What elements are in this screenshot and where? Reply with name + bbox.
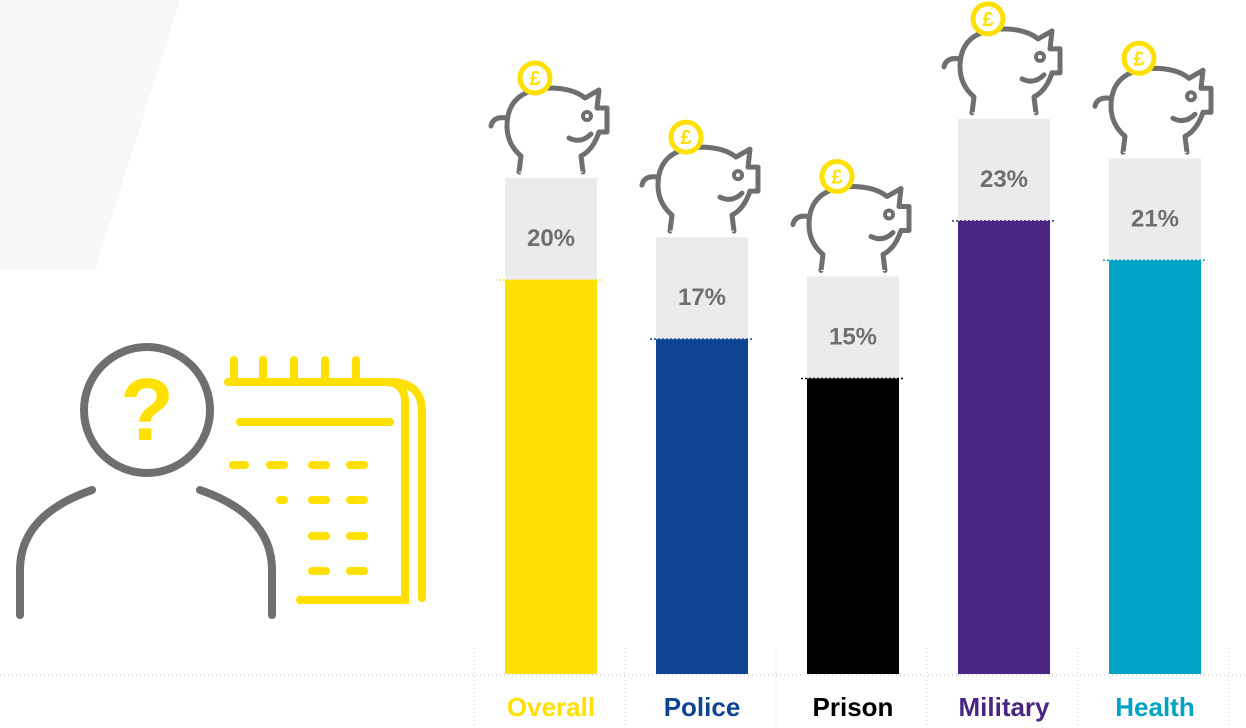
pound-symbol: £ xyxy=(982,9,993,31)
label-box xyxy=(505,178,597,280)
bar-military xyxy=(958,220,1050,674)
bar-overall xyxy=(505,280,597,674)
pound-symbol: £ xyxy=(680,127,691,149)
pound-symbol: £ xyxy=(1133,48,1144,70)
value-label-prison: 15% xyxy=(829,324,877,351)
category-label-overall: Overall xyxy=(507,692,595,722)
category-label-military: Military xyxy=(958,692,1050,722)
bar-prison xyxy=(807,378,899,674)
pound-coin-icon: £ xyxy=(1121,40,1157,76)
category-label-health: Health xyxy=(1115,692,1194,722)
bar-police xyxy=(656,339,748,674)
pound-coin-icon: £ xyxy=(970,1,1006,37)
pound-coin-icon: £ xyxy=(517,60,553,96)
question-mark: ? xyxy=(120,360,174,459)
category-label-police: Police xyxy=(664,692,741,722)
label-box xyxy=(807,276,899,379)
piggy-bank-icon: £ xyxy=(790,159,912,273)
label-box xyxy=(656,237,748,340)
person-question-icon xyxy=(16,343,276,619)
value-label-health: 21% xyxy=(1131,205,1179,232)
person-calendar-illustration: ? xyxy=(16,343,426,619)
piggy-bank-icon: £ xyxy=(639,119,761,234)
value-label-overall: 20% xyxy=(527,225,575,252)
bar-health xyxy=(1109,260,1201,674)
category-label-prison: Prison xyxy=(813,692,894,722)
label-box xyxy=(1109,158,1201,261)
value-label-police: 17% xyxy=(678,284,726,311)
label-box xyxy=(958,118,1050,221)
piggy-bank-icon: £ xyxy=(488,60,610,175)
piggy-bank-icon: £ xyxy=(941,1,1063,116)
pound-symbol: £ xyxy=(529,68,540,90)
piggy-bank-icon: £ xyxy=(1092,40,1214,155)
calendar-icon xyxy=(224,356,426,604)
value-label-military: 23% xyxy=(980,166,1028,193)
pound-coin-icon: £ xyxy=(819,159,855,194)
pound-coin-icon: £ xyxy=(668,119,704,155)
pound-symbol: £ xyxy=(831,167,842,189)
background-shape xyxy=(0,0,180,270)
